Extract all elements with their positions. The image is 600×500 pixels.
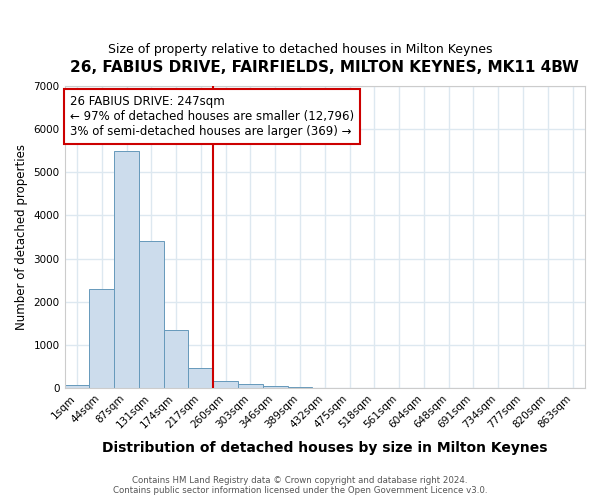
Bar (263, 386, 287, 388)
Bar (65, 385, 89, 388)
Bar (89, 289, 114, 388)
Y-axis label: Number of detached properties: Number of detached properties (15, 144, 28, 330)
Title: 26, FABIUS DRIVE, FAIRFIELDS, MILTON KEYNES, MK11 4BW: 26, FABIUS DRIVE, FAIRFIELDS, MILTON KEY… (70, 60, 579, 75)
Bar (114, 150, 139, 388)
Bar (287, 387, 313, 388)
Text: 26 FABIUS DRIVE: 247sqm
← 97% of detached houses are smaller (12,796)
3% of semi: 26 FABIUS DRIVE: 247sqm ← 97% of detache… (70, 95, 354, 138)
Bar (188, 368, 213, 388)
Text: Size of property relative to detached houses in Milton Keynes: Size of property relative to detached ho… (108, 42, 492, 56)
Bar (139, 242, 164, 388)
X-axis label: Distribution of detached houses by size in Milton Keynes: Distribution of detached houses by size … (102, 441, 548, 455)
Bar (213, 380, 238, 388)
Bar (238, 384, 263, 388)
Bar (164, 330, 188, 388)
Text: Contains HM Land Registry data © Crown copyright and database right 2024.
Contai: Contains HM Land Registry data © Crown c… (113, 476, 487, 495)
